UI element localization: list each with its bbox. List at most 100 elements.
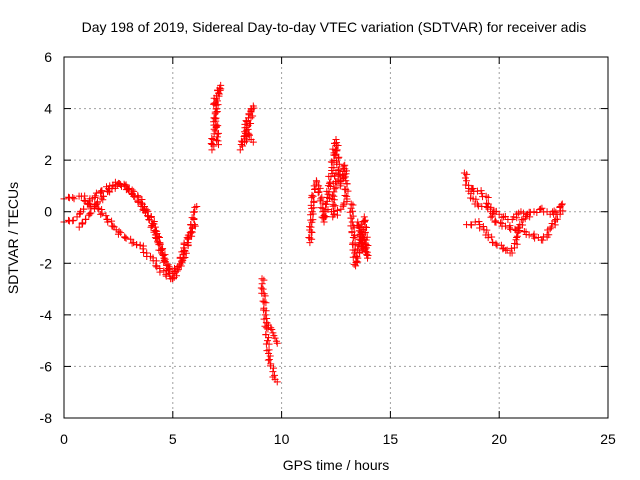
data-point (262, 307, 270, 315)
data-point (212, 105, 220, 113)
data-point (85, 200, 93, 208)
data-point (161, 258, 169, 266)
data-point (499, 245, 507, 253)
data-point (308, 191, 316, 199)
data-point (136, 241, 144, 249)
data-point (79, 219, 87, 227)
data-point (104, 218, 112, 226)
data-point (156, 239, 164, 247)
data-point (484, 193, 492, 201)
data-point (342, 170, 350, 178)
data-point (337, 205, 345, 213)
data-point (551, 221, 559, 229)
series-arc-12 (465, 185, 567, 244)
series-arc-3 (75, 181, 201, 278)
data-point (533, 208, 541, 216)
data-point (264, 356, 272, 364)
data-point (359, 242, 367, 250)
data-point (188, 214, 196, 222)
series-arc-7 (257, 275, 281, 386)
data-point (352, 258, 360, 266)
data-point (153, 263, 161, 271)
data-point (558, 200, 566, 208)
data-point (349, 207, 357, 215)
data-point (538, 204, 546, 212)
data-point (115, 227, 123, 235)
data-point (127, 235, 135, 243)
data-point (487, 213, 495, 221)
data-point (263, 347, 271, 355)
data-point (519, 221, 527, 229)
data-point (503, 246, 511, 254)
axis-ticks (63, 56, 609, 419)
x-tick-label: 5 (169, 431, 177, 447)
y-tick-labels: -8 -6 -4 -2 0 2 4 6 (40, 49, 53, 426)
data-point (242, 126, 250, 134)
data-point (316, 184, 324, 192)
data-point (330, 188, 338, 196)
data-point (213, 136, 221, 144)
data-point (97, 210, 105, 218)
data-point (364, 251, 372, 259)
data-point (94, 198, 101, 206)
y-tick-label: 2 (44, 152, 52, 168)
data-point (463, 177, 471, 185)
data-point (550, 207, 558, 215)
data-point (359, 218, 367, 226)
data-point (138, 199, 146, 207)
data-point (214, 129, 222, 137)
data-point (98, 209, 106, 217)
data-point (546, 225, 554, 233)
data-point (161, 251, 169, 259)
data-point (75, 223, 83, 231)
data-point (81, 215, 89, 223)
data-point (330, 164, 338, 172)
data-point (125, 185, 133, 193)
data-point (152, 257, 160, 265)
data-point (97, 187, 105, 195)
chart-title: Day 198 of 2019, Sidereal Day-to-day VTE… (82, 19, 587, 35)
data-point (474, 202, 482, 210)
series-arc-5 (207, 81, 225, 154)
data-point (348, 228, 356, 236)
series-arc-4 (136, 241, 175, 283)
data-point (261, 292, 269, 300)
data-point (154, 233, 162, 241)
data-point (315, 188, 323, 196)
data-point (92, 189, 100, 197)
data-point (317, 204, 325, 212)
plot-frame (63, 56, 609, 419)
data-point (477, 187, 485, 195)
data-point (520, 227, 528, 235)
data-point (99, 192, 107, 200)
data-point (133, 241, 141, 249)
data-point (117, 229, 125, 237)
data-point (353, 221, 361, 229)
data-point (309, 192, 317, 200)
data-point (332, 184, 340, 192)
y-tick-label: -2 (40, 255, 53, 271)
data-point (329, 200, 337, 208)
data-point (273, 339, 281, 347)
data-point (266, 352, 274, 360)
data-point (329, 213, 337, 221)
data-point (484, 234, 492, 242)
series-arc-8 (305, 136, 352, 247)
data-point (121, 234, 129, 241)
data-point (332, 141, 340, 149)
y-tick-label: -4 (40, 307, 53, 323)
data-point (118, 182, 126, 190)
data-point (516, 226, 524, 234)
data-point (213, 133, 221, 141)
data-point (331, 185, 339, 193)
data-point (270, 364, 278, 372)
data-point (98, 187, 106, 195)
y-tick-label: -6 (40, 358, 53, 374)
data-point (525, 231, 533, 239)
data-point (479, 222, 487, 230)
data-point (483, 199, 491, 207)
data-point (473, 187, 481, 195)
data-point (211, 110, 219, 118)
data-point (258, 280, 266, 288)
